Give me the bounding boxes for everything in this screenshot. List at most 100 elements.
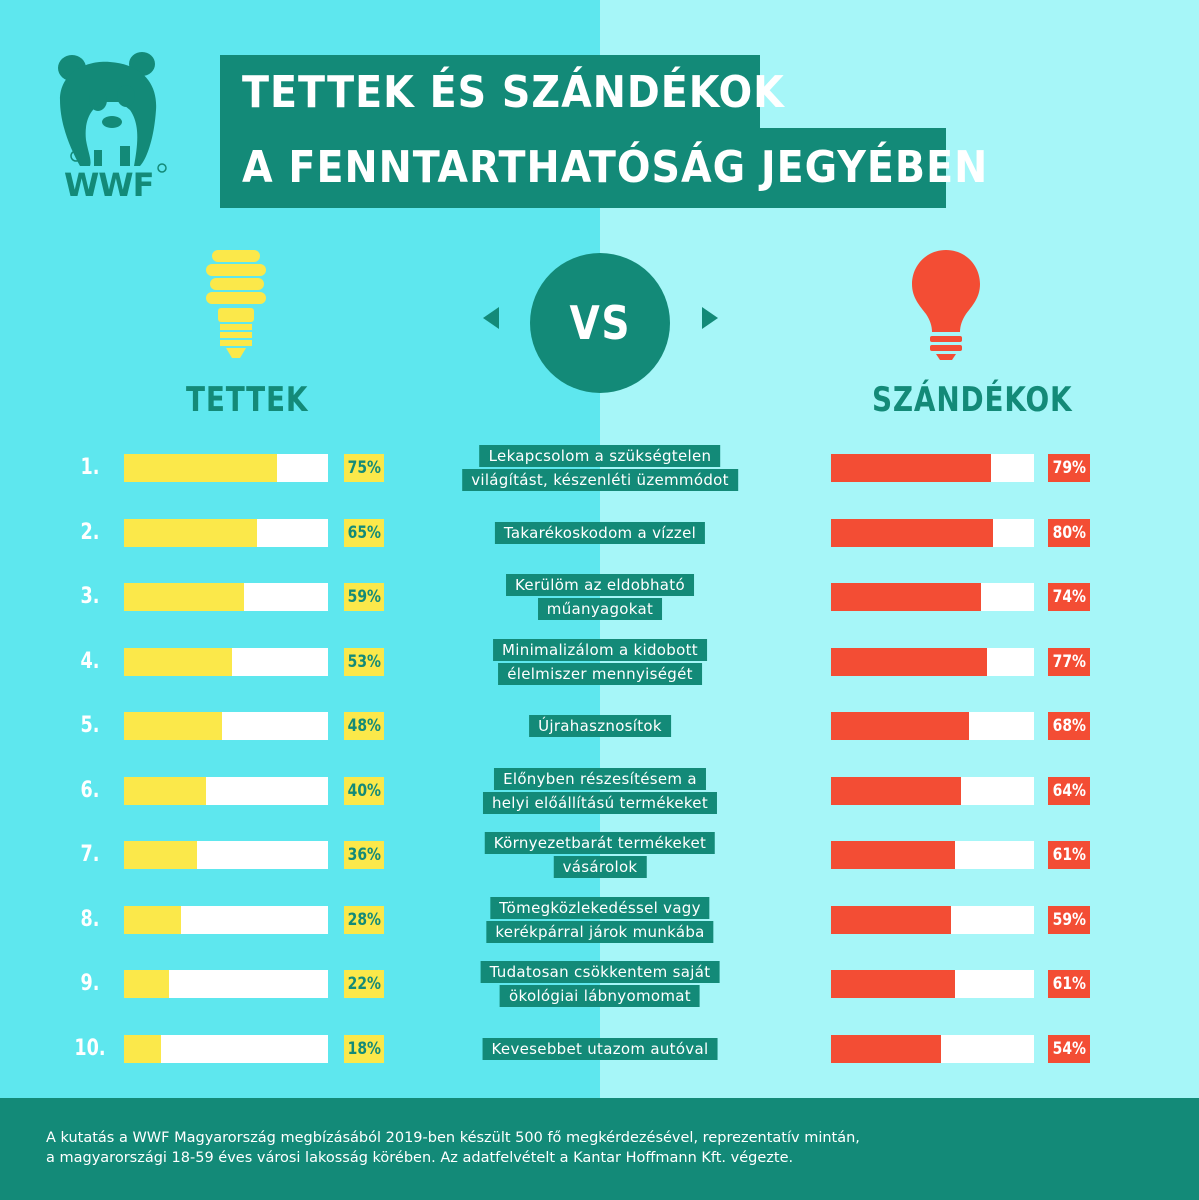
tettek-value-label: 40% (344, 777, 384, 805)
szandekok-value-label: 79% (1048, 454, 1090, 482)
category-label-line: Előnyben részesítésem a (494, 768, 706, 790)
tettek-value-label: 65% (344, 519, 384, 547)
footer-band (0, 1098, 1199, 1200)
category-label: Tudatosan csökkentem saját ökológiai lábn… (480, 961, 720, 1007)
vs-badge: VS (530, 253, 670, 393)
tettek-bar-track (124, 519, 328, 547)
szandekok-value-text: 59% (1052, 910, 1086, 930)
szandekok-value-text: 68% (1052, 716, 1086, 736)
heading-tettek: TETTEK (186, 380, 309, 420)
szandekok-value-text: 64% (1052, 781, 1086, 801)
szandekok-value-label: 59% (1048, 906, 1090, 934)
category-label-line: kerékpárral járok munkába (486, 921, 714, 943)
tettek-bar-track (124, 648, 328, 676)
szandekok-value-label: 61% (1048, 841, 1090, 869)
szandekok-value-label: 54% (1048, 1035, 1090, 1063)
szandekok-bar (831, 1035, 941, 1063)
category-label-line: Minimalizálom a kidobott (493, 639, 707, 661)
tettek-value-text: 22% (347, 974, 382, 994)
szandekok-value-text: 54% (1052, 1039, 1086, 1059)
rank-label: 1. (80, 455, 100, 480)
tettek-value-label: 48% (344, 712, 384, 740)
tettek-bar-track (124, 906, 328, 934)
tettek-bar-track (124, 712, 328, 740)
footer-line-2: a magyarországi 18-59 éves városi lakoss… (46, 1150, 794, 1166)
rank-label: 5. (80, 713, 100, 738)
szandekok-value-label: 77% (1048, 648, 1090, 676)
category-label-line: Környezetbarát termékeket (484, 832, 716, 854)
tettek-bar (124, 970, 169, 998)
arrow-left-icon (483, 307, 499, 329)
tettek-bar (124, 454, 277, 482)
category-label-line: Takarékoskodom a vízzel (494, 522, 706, 544)
tettek-bar-track (124, 970, 328, 998)
category-label-line: Kerülöm az eldobható (506, 574, 694, 596)
tettek-value-text: 75% (347, 458, 382, 478)
szandekok-bar-track (831, 519, 1034, 547)
category-label: Környezetbarát termékeket vásárolok (484, 832, 716, 878)
rank-label: 3. (80, 584, 100, 609)
footer-note: A kutatás a WWF Magyarország megbízásábó… (46, 1128, 1166, 1168)
tettek-value-text: 28% (347, 910, 382, 930)
tettek-bar (124, 712, 222, 740)
tettek-value-label: 18% (344, 1035, 384, 1063)
heading-szandekok: SZÁNDÉKOK (872, 380, 1073, 420)
cfl-bulb-icon (206, 250, 266, 358)
tettek-bar (124, 1035, 161, 1063)
szandekok-bar-track (831, 1035, 1034, 1063)
tettek-value-label: 75% (344, 454, 384, 482)
szandekok-value-label: 80% (1048, 519, 1090, 547)
szandekok-bar (831, 583, 982, 611)
tettek-bar (124, 777, 206, 805)
light-bulb-icon (912, 250, 980, 360)
tettek-value-label: 28% (344, 906, 384, 934)
category-label-line: élelmiszer mennyiségét (498, 663, 702, 685)
tettek-value-text: 18% (347, 1039, 382, 1059)
szandekok-value-text: 74% (1052, 587, 1086, 607)
category-label-line: műanyagokat (537, 598, 663, 620)
tettek-bar-track (124, 777, 328, 805)
szandekok-bar (831, 970, 955, 998)
vs-label: VS (569, 296, 631, 350)
szandekok-bar (831, 906, 951, 934)
tettek-bar-track (124, 454, 328, 482)
tettek-value-label: 36% (344, 841, 384, 869)
tettek-value-text: 36% (347, 845, 382, 865)
arrow-right-icon (702, 307, 718, 329)
tettek-value-text: 65% (347, 523, 382, 543)
szandekok-bar-track (831, 906, 1034, 934)
szandekok-bar (831, 519, 994, 547)
tettek-bar (124, 841, 198, 869)
category-label-line: vásárolok (553, 856, 647, 878)
rank-label: 6. (80, 778, 100, 803)
rank-label: 8. (80, 907, 100, 932)
szandekok-bar-track (831, 648, 1034, 676)
footer-line-1: A kutatás a WWF Magyarország megbízásábó… (46, 1130, 860, 1146)
tettek-bar-track (124, 583, 328, 611)
szandekok-bar (831, 841, 955, 869)
category-label: Újrahasznosítok (529, 715, 671, 737)
szandekok-bar-track (831, 777, 1034, 805)
tettek-bar (124, 906, 182, 934)
szandekok-value-text: 61% (1052, 845, 1086, 865)
category-label: Kerülöm az eldobható műanyagokat (506, 574, 694, 620)
category-label-line: Újrahasznosítok (529, 715, 671, 737)
tettek-value-label: 22% (344, 970, 384, 998)
szandekok-bar-track (831, 841, 1034, 869)
rank-label: 10. (74, 1036, 106, 1061)
szandekok-value-text: 61% (1052, 974, 1086, 994)
szandekok-bar (831, 777, 961, 805)
category-label: Takarékoskodom a vízzel (494, 522, 706, 544)
category-label-line: helyi előállítású termékeket (482, 792, 718, 814)
category-label-line: Kevesebbet utazom autóval (482, 1038, 718, 1060)
szandekok-bar-track (831, 583, 1034, 611)
category-label: Minimalizálom a kidobott élelmiszer menny… (493, 639, 707, 685)
szandekok-value-label: 74% (1048, 583, 1090, 611)
category-label-line: Tudatosan csökkentem saját (480, 961, 720, 983)
szandekok-value-text: 80% (1052, 523, 1086, 543)
tettek-value-text: 53% (347, 652, 382, 672)
category-label-line: Lekapcsolom a szükségtelen (479, 445, 721, 467)
tettek-value-text: 59% (347, 587, 382, 607)
tettek-bar-track (124, 841, 328, 869)
szandekok-value-label: 64% (1048, 777, 1090, 805)
